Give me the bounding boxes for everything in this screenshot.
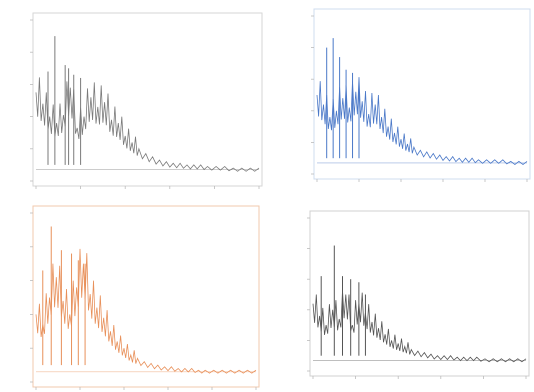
plot-frame xyxy=(32,205,260,388)
chart-bottom-right xyxy=(307,210,530,379)
series-line xyxy=(316,77,528,166)
series-line xyxy=(312,290,527,363)
series-line xyxy=(35,77,260,172)
chart-top-left xyxy=(30,12,263,189)
chart-bottom-left xyxy=(30,205,260,390)
series-line xyxy=(35,248,257,374)
plot-frame xyxy=(313,8,531,180)
chart-top-right xyxy=(311,8,531,182)
plot-frame xyxy=(309,210,530,377)
plot-frame xyxy=(32,12,263,187)
